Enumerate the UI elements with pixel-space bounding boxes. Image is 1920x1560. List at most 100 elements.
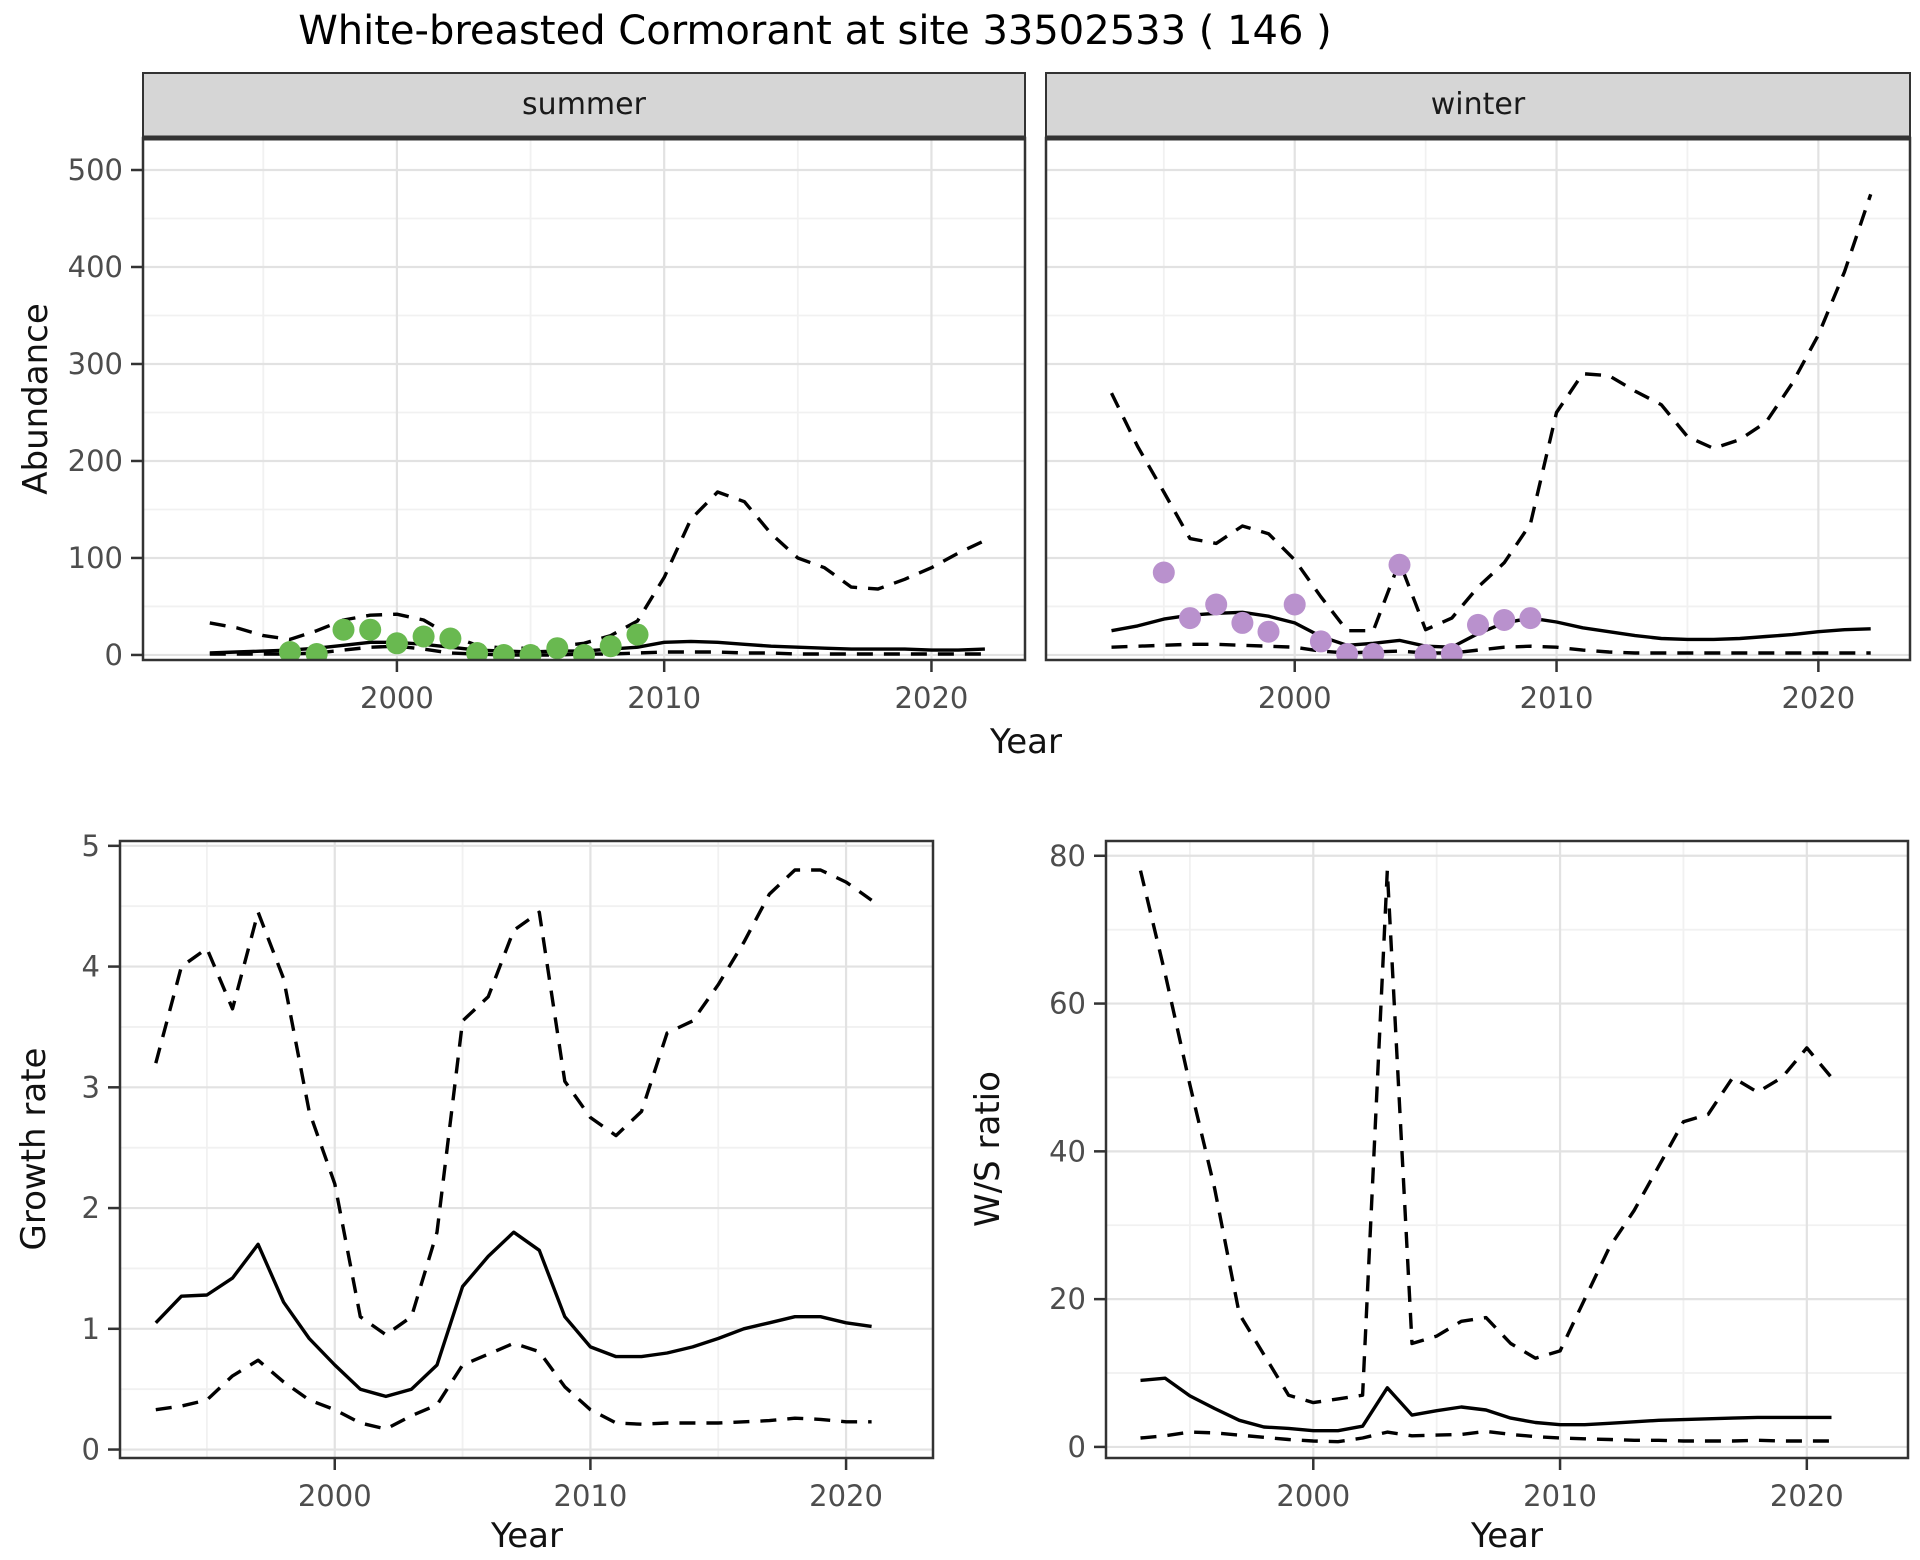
x-axis-title-year-growth: Year (491, 1516, 563, 1556)
y-tick-label: 0 (105, 638, 123, 672)
y-tick-label: 3 (82, 1070, 100, 1104)
x-tick-label: 2010 (554, 1479, 628, 1513)
gridlines-minor (120, 841, 933, 1458)
y-axis-title-ws-ratio: W/S ratio (968, 1071, 1008, 1227)
y-axis-title-abundance: Abundance (16, 303, 56, 495)
data-point (332, 618, 355, 641)
series-group-ws_ratio (1138, 868, 1833, 1444)
gridlines-minor (1046, 138, 1910, 660)
series-line-upper_ci (1109, 193, 1873, 633)
data-point (279, 641, 301, 660)
y-tick-label: 2 (82, 1191, 100, 1225)
y-tick-label: 5 (82, 829, 100, 863)
series-line-lower_ci (1140, 1429, 1832, 1444)
x-tick-label: 2000 (298, 1479, 372, 1513)
panel-ws_ratio: 2000 2010 2020 0 20 40 60 80 (1049, 839, 1910, 1513)
data-point (1257, 620, 1280, 643)
axis-ticks-abundance_summer: 2000 2010 2020 0 100 200 300 400 500 (68, 153, 969, 715)
series-line-lower_ci (1111, 642, 1871, 655)
gridlines-minor (1106, 841, 1908, 1458)
data-point (305, 643, 328, 660)
points-observed (1152, 553, 1542, 660)
y-tick-label: 60 (1049, 987, 1086, 1021)
data-point (546, 637, 569, 660)
y-tick-label: 500 (68, 153, 123, 187)
facet-label-summer: summer (522, 87, 646, 122)
data-point (1152, 561, 1175, 584)
series-line-fitted (209, 639, 985, 655)
x-tick-label: 2020 (895, 681, 969, 715)
y-tick-label: 20 (1049, 1282, 1086, 1316)
gridlines-minor (143, 138, 1025, 660)
gridlines-major (1046, 138, 1910, 660)
gridlines-major (1106, 841, 1908, 1458)
series-line-upper_ci (209, 490, 986, 650)
data-point (359, 618, 382, 641)
y-tick-label: 0 (1068, 1430, 1086, 1464)
y-tick-label: 4 (82, 950, 100, 984)
x-tick-label: 2000 (1276, 1479, 1350, 1513)
y-tick-label: 100 (68, 541, 123, 575)
data-point (1467, 613, 1489, 636)
y-tick-label: 0 (82, 1433, 100, 1467)
x-tick-label: 2020 (1781, 681, 1855, 715)
data-point (466, 642, 489, 660)
facet-strip (142, 72, 1026, 139)
x-tick-label: 2010 (627, 681, 701, 715)
data-point (1336, 643, 1359, 660)
data-point (385, 632, 408, 655)
y-tick-label: 40 (1049, 1134, 1086, 1168)
y-tick-label: 400 (68, 250, 123, 284)
series-line-fitted (154, 1230, 872, 1399)
figure-title: White-breasted Cormorant at site 3350253… (298, 8, 1332, 54)
data-point (1179, 607, 1201, 630)
panel-border (118, 839, 935, 1460)
gridlines-major (143, 138, 1025, 660)
gridlines-major (120, 841, 933, 1458)
y-tick-label: 80 (1049, 839, 1086, 873)
axis-ticks-growth_rate: 2000 2010 2020 0 1 2 3 4 5 (82, 829, 883, 1513)
x-tick-label: 2000 (1258, 681, 1332, 715)
series-line-lower_ci (209, 644, 985, 657)
y-axis-title-growth-rate: Growth rate (14, 1047, 54, 1251)
data-point (626, 623, 649, 646)
data-point (1231, 611, 1254, 634)
axis-ticks-abundance_winter: 2000 2010 2020 (1258, 660, 1855, 715)
data-point (519, 644, 542, 660)
y-tick-label: 300 (68, 347, 123, 381)
panel-abundance_summer: 2000 2010 2020 0 100 200 300 400 500 (68, 72, 1027, 715)
axis-ticks-ws_ratio: 2000 2010 2020 0 20 40 60 80 (1049, 839, 1844, 1513)
series-group-abundance_winter (1109, 193, 1873, 660)
data-point (492, 644, 515, 660)
x-tick-label: 2020 (809, 1479, 883, 1513)
data-point (1519, 607, 1542, 630)
data-point (412, 625, 435, 648)
series-line-lower_ci (155, 1341, 872, 1431)
data-point (439, 627, 462, 650)
data-point (599, 635, 622, 658)
data-point (1388, 553, 1411, 576)
data-point (1362, 643, 1385, 660)
series-line-fitted (1140, 1376, 1832, 1433)
x-tick-label: 2010 (1520, 681, 1594, 715)
panel-growth_rate: 2000 2010 2020 0 1 2 3 4 5 (82, 829, 935, 1513)
series-group-abundance_summer (209, 490, 986, 660)
series-group-growth_rate (154, 868, 873, 1431)
data-point (1283, 593, 1306, 616)
data-point (1440, 643, 1463, 660)
panel-border (1104, 839, 1910, 1460)
panel-abundance_winter: 2000 2010 2020 (1044, 72, 1912, 715)
data-point (1493, 609, 1516, 631)
series-line-upper_ci (1138, 868, 1833, 1405)
x-axis-title-year-ws: Year (1471, 1516, 1543, 1556)
points-observed (279, 618, 649, 660)
data-point (573, 644, 595, 660)
x-tick-label: 2020 (1770, 1479, 1844, 1513)
series-line-fitted (1111, 610, 1871, 649)
x-tick-label: 2010 (1523, 1479, 1597, 1513)
data-point (1414, 644, 1437, 660)
data-point (1205, 593, 1228, 616)
y-tick-label: 200 (68, 444, 123, 478)
